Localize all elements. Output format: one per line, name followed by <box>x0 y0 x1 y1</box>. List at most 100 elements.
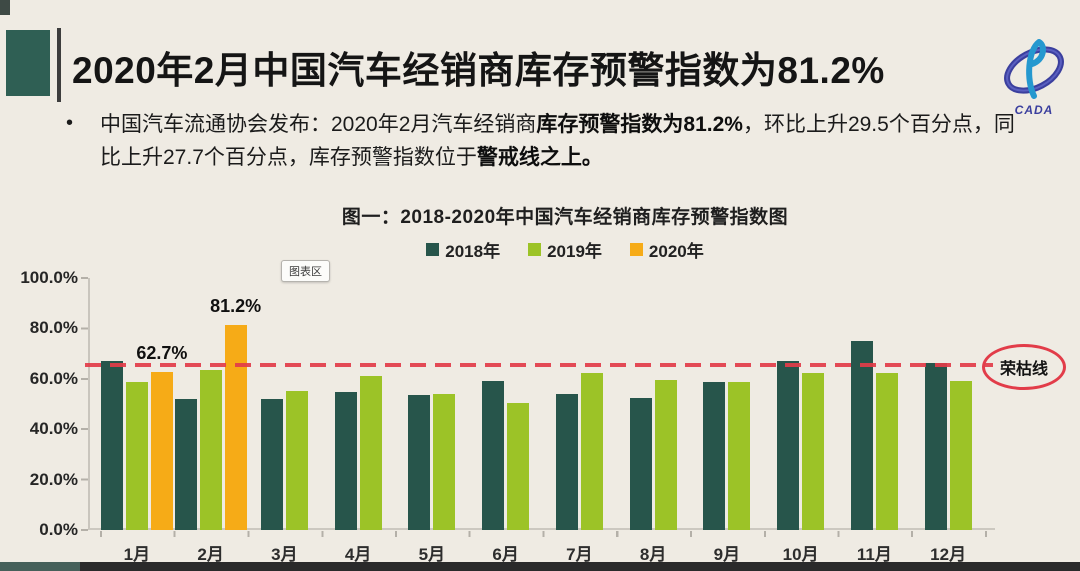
photo-corner-shadow <box>0 0 10 15</box>
bar-2019年-7月 <box>580 373 603 530</box>
bar-group-11月 <box>838 278 912 530</box>
bar-slot: 62.7% <box>136 278 187 530</box>
bar-2018年-12月 <box>924 363 947 530</box>
x-tick-label-5月: 5月 <box>418 545 446 564</box>
bar-group-6月 <box>469 278 543 530</box>
bar-group-1月: 62.7% <box>100 278 187 530</box>
data-label-2月: 81.2% <box>210 296 262 317</box>
legend-item-2019年: 2019年 <box>528 237 602 262</box>
x-tick-label-4月: 4月 <box>344 545 372 564</box>
bar-2019年-10月 <box>802 372 825 530</box>
title-divider-bar <box>57 28 61 102</box>
bar-group-4月 <box>321 278 395 530</box>
bar-slot <box>125 278 148 530</box>
bar-2018年-2月 <box>174 398 197 530</box>
bar-2018年-1月 <box>100 360 123 530</box>
bar-slot <box>260 278 283 530</box>
bar-2018年-7月 <box>555 394 578 530</box>
bar-group-8月 <box>616 278 690 530</box>
x-axis-labels: 1月 2月 3月 4月 5月 6月 7月 8月 9月 10月 11月 12月 <box>100 540 985 565</box>
page-title: 2020年2月中国汽车经销商库存预警指数为81.2% <box>72 50 885 91</box>
x-tick-label-1月: 1月 <box>123 545 151 564</box>
bar-2019年-3月 <box>285 390 308 530</box>
y-axis-ticks <box>81 277 88 532</box>
data-label-1月: 62.7% <box>136 343 188 363</box>
reference-dashed-line <box>85 362 993 367</box>
bar-chart: 100.0% 80.0% 60.0% 40.0% 20.0% 0.0% 62.7% 81.2… <box>10 268 1070 565</box>
bar-2018年-3月 <box>260 398 283 530</box>
bar-slot <box>728 278 751 530</box>
reference-line-callout: 荣枯线 <box>982 344 1066 390</box>
bar-group-9月 <box>690 278 764 530</box>
bar-2019年-9月 <box>728 382 751 530</box>
bar-2018年-5月 <box>408 394 431 530</box>
bar-2018年-6月 <box>482 380 505 530</box>
cada-logo: CADA <box>1004 39 1064 117</box>
bar-group-10月 <box>764 278 838 530</box>
chart-legend: 2018年 2019年 2020年 <box>50 237 1080 262</box>
legend-label: 2019年 <box>547 242 602 261</box>
summary-paragraph: 中国汽车流通协会发布：2020年2月汽车经销商库存预警指数为81.2%，环比上升… <box>100 108 1030 174</box>
bar-2020年-1月 <box>150 372 173 530</box>
bar-2019年-11月 <box>875 372 898 530</box>
bar-slot <box>580 278 603 530</box>
chart-title: 图一：2018-2020年中国汽车经销商库存预警指数图 <box>341 207 789 228</box>
x-axis-ticks <box>100 531 987 537</box>
bar-2018年-4月 <box>334 392 357 530</box>
bar-slot <box>949 278 972 530</box>
legend-swatch-2019年 <box>528 243 542 256</box>
legend-swatch-2018年 <box>426 243 440 256</box>
legend-swatch-2020年 <box>629 243 643 256</box>
x-tick-label-7月: 7月 <box>566 545 593 564</box>
x-tick-label-9月: 9月 <box>713 545 741 564</box>
bar-slot <box>359 278 382 530</box>
bar-slot <box>433 278 456 530</box>
x-tick-label-10月: 10月 <box>782 545 819 564</box>
bar-slot <box>924 278 947 530</box>
legend-label: 2020年 <box>648 242 704 261</box>
bullet-marker: • <box>66 112 74 134</box>
x-tick-label-6月: 6月 <box>492 545 519 564</box>
summary-line1-prefix: 中国汽车流通协会发布：2020年2月汽车经销商 <box>100 113 537 136</box>
y-tick-label: 60.0% <box>29 368 78 388</box>
bar-slot <box>703 278 726 530</box>
x-tick-label-8月: 8月 <box>639 545 667 564</box>
bar-2019年-12月 <box>949 381 972 530</box>
bar-group-7月 <box>543 278 617 530</box>
legend-item-2018年: 2018年 <box>426 237 500 262</box>
bar-2020年-2月 <box>224 325 247 530</box>
cada-logo-glyph <box>1026 39 1047 99</box>
bar-slot <box>199 278 222 530</box>
bar-group-3月 <box>248 278 322 530</box>
bar-slot <box>174 278 197 530</box>
bar-slot <box>555 278 578 530</box>
bar-2018年-8月 <box>629 398 652 530</box>
summary-line2-prefix: 同比上升27.7个百分点，库存预警指数位于 <box>100 113 1015 169</box>
bar-slot <box>654 278 677 530</box>
title-accent-square <box>6 30 50 96</box>
bar-slot <box>629 278 652 530</box>
bar-slot <box>850 278 873 530</box>
bar-slot: 81.2% <box>210 278 261 530</box>
bar-slot <box>408 278 431 530</box>
bar-2018年-9月 <box>703 381 726 530</box>
bar-group-5月 <box>395 278 469 530</box>
legend-item-2020年: 2020年 <box>629 237 704 262</box>
chart-area-tooltip: 图表区 <box>281 260 330 282</box>
summary-line1-bold: 库存预警指数为81.2% <box>536 113 743 136</box>
bar-group-12月 <box>911 278 985 530</box>
legend-label: 2018年 <box>445 242 501 261</box>
reference-line-label: 荣枯线 <box>999 361 1048 378</box>
y-tick-label: 80.0% <box>29 318 78 338</box>
bar-slot <box>334 278 357 530</box>
bar-2019年-6月 <box>507 403 530 530</box>
y-tick-label: 20.0% <box>29 469 78 489</box>
bar-2018年-10月 <box>777 361 800 530</box>
bar-groups: 62.7% 81.2% <box>100 278 985 530</box>
summary-line2-bold: 警戒线之上。 <box>476 146 603 169</box>
x-tick-label-2月: 2月 <box>197 545 224 564</box>
bar-slot <box>285 278 308 530</box>
bar-slot <box>802 278 825 530</box>
bar-slot <box>100 278 123 530</box>
footer-strip-accent <box>0 562 80 571</box>
